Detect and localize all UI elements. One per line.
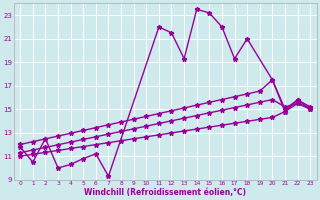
X-axis label: Windchill (Refroidissement éolien,°C): Windchill (Refroidissement éolien,°C) bbox=[84, 188, 246, 197]
